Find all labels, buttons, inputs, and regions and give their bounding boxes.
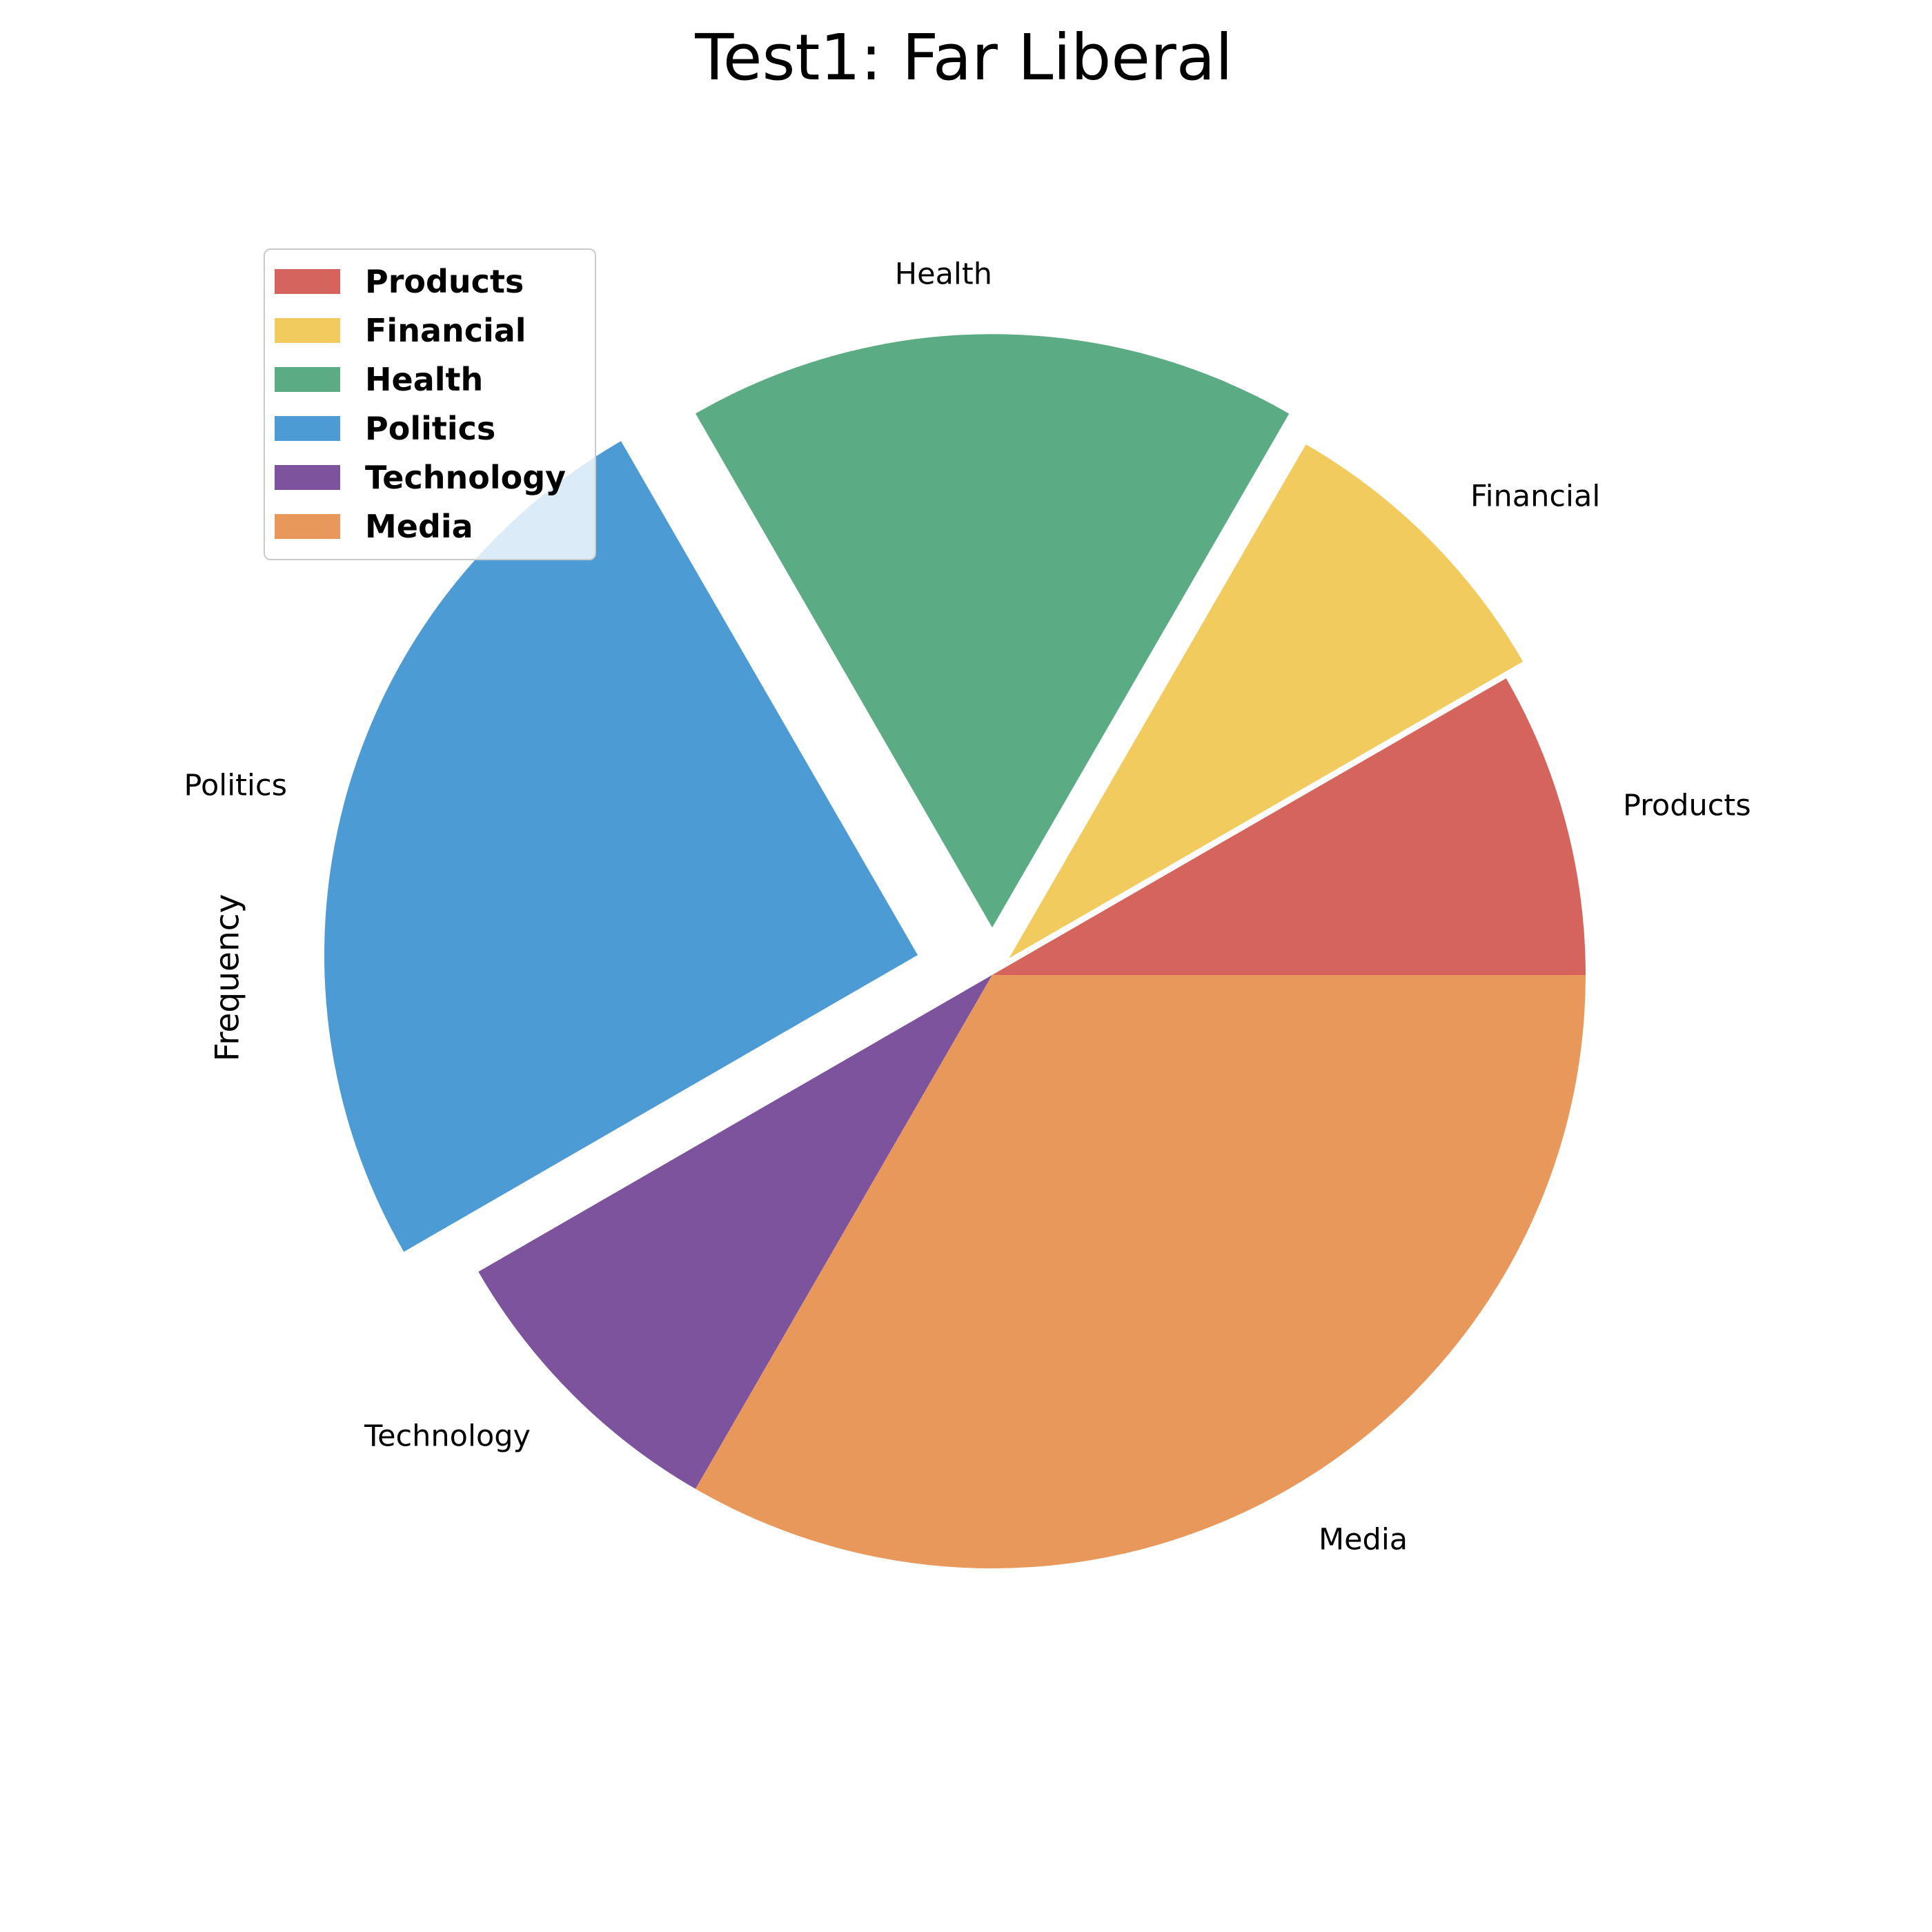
pie-slice-financial (1009, 444, 1524, 958)
legend-swatch-health (275, 366, 340, 392)
pie-slice-health (696, 334, 1290, 928)
legend-label-technology: Technology (365, 458, 566, 496)
legend-label-products: Products (365, 262, 524, 300)
slice-label-politics: Politics (184, 768, 287, 803)
slice-label-financial: Financial (1470, 479, 1601, 514)
legend-swatch-technology (275, 464, 340, 490)
legend: Products Financial Health Politics Technolog… (264, 248, 596, 560)
legend-item-financial: Financial (275, 306, 595, 355)
legend-swatch-politics (275, 415, 340, 441)
legend-label-health: Health (365, 360, 484, 398)
pie-slice-products (992, 678, 1586, 975)
pie-slice-politics (324, 441, 918, 1252)
pie-slice-media (696, 975, 1586, 1569)
slice-label-technology: Technology (364, 1419, 531, 1454)
slice-label-products: Products (1623, 788, 1751, 823)
legend-label-media: Media (365, 507, 473, 545)
slice-label-health: Health (894, 257, 992, 292)
legend-swatch-media (275, 513, 340, 539)
slice-label-media: Media (1319, 1522, 1408, 1557)
legend-swatch-financial (275, 317, 340, 343)
legend-item-health: Health (275, 355, 595, 404)
chart-title: Test1: Far Liberal (695, 21, 1233, 95)
pie-slice-technology (478, 975, 992, 1489)
legend-swatch-products (275, 268, 340, 294)
legend-item-media: Media (275, 502, 595, 551)
legend-item-technology: Technology (275, 453, 595, 502)
legend-item-politics: Politics (275, 404, 595, 453)
legend-item-products: Products (275, 257, 595, 306)
legend-label-financial: Financial (365, 311, 526, 349)
legend-label-politics: Politics (365, 409, 496, 447)
